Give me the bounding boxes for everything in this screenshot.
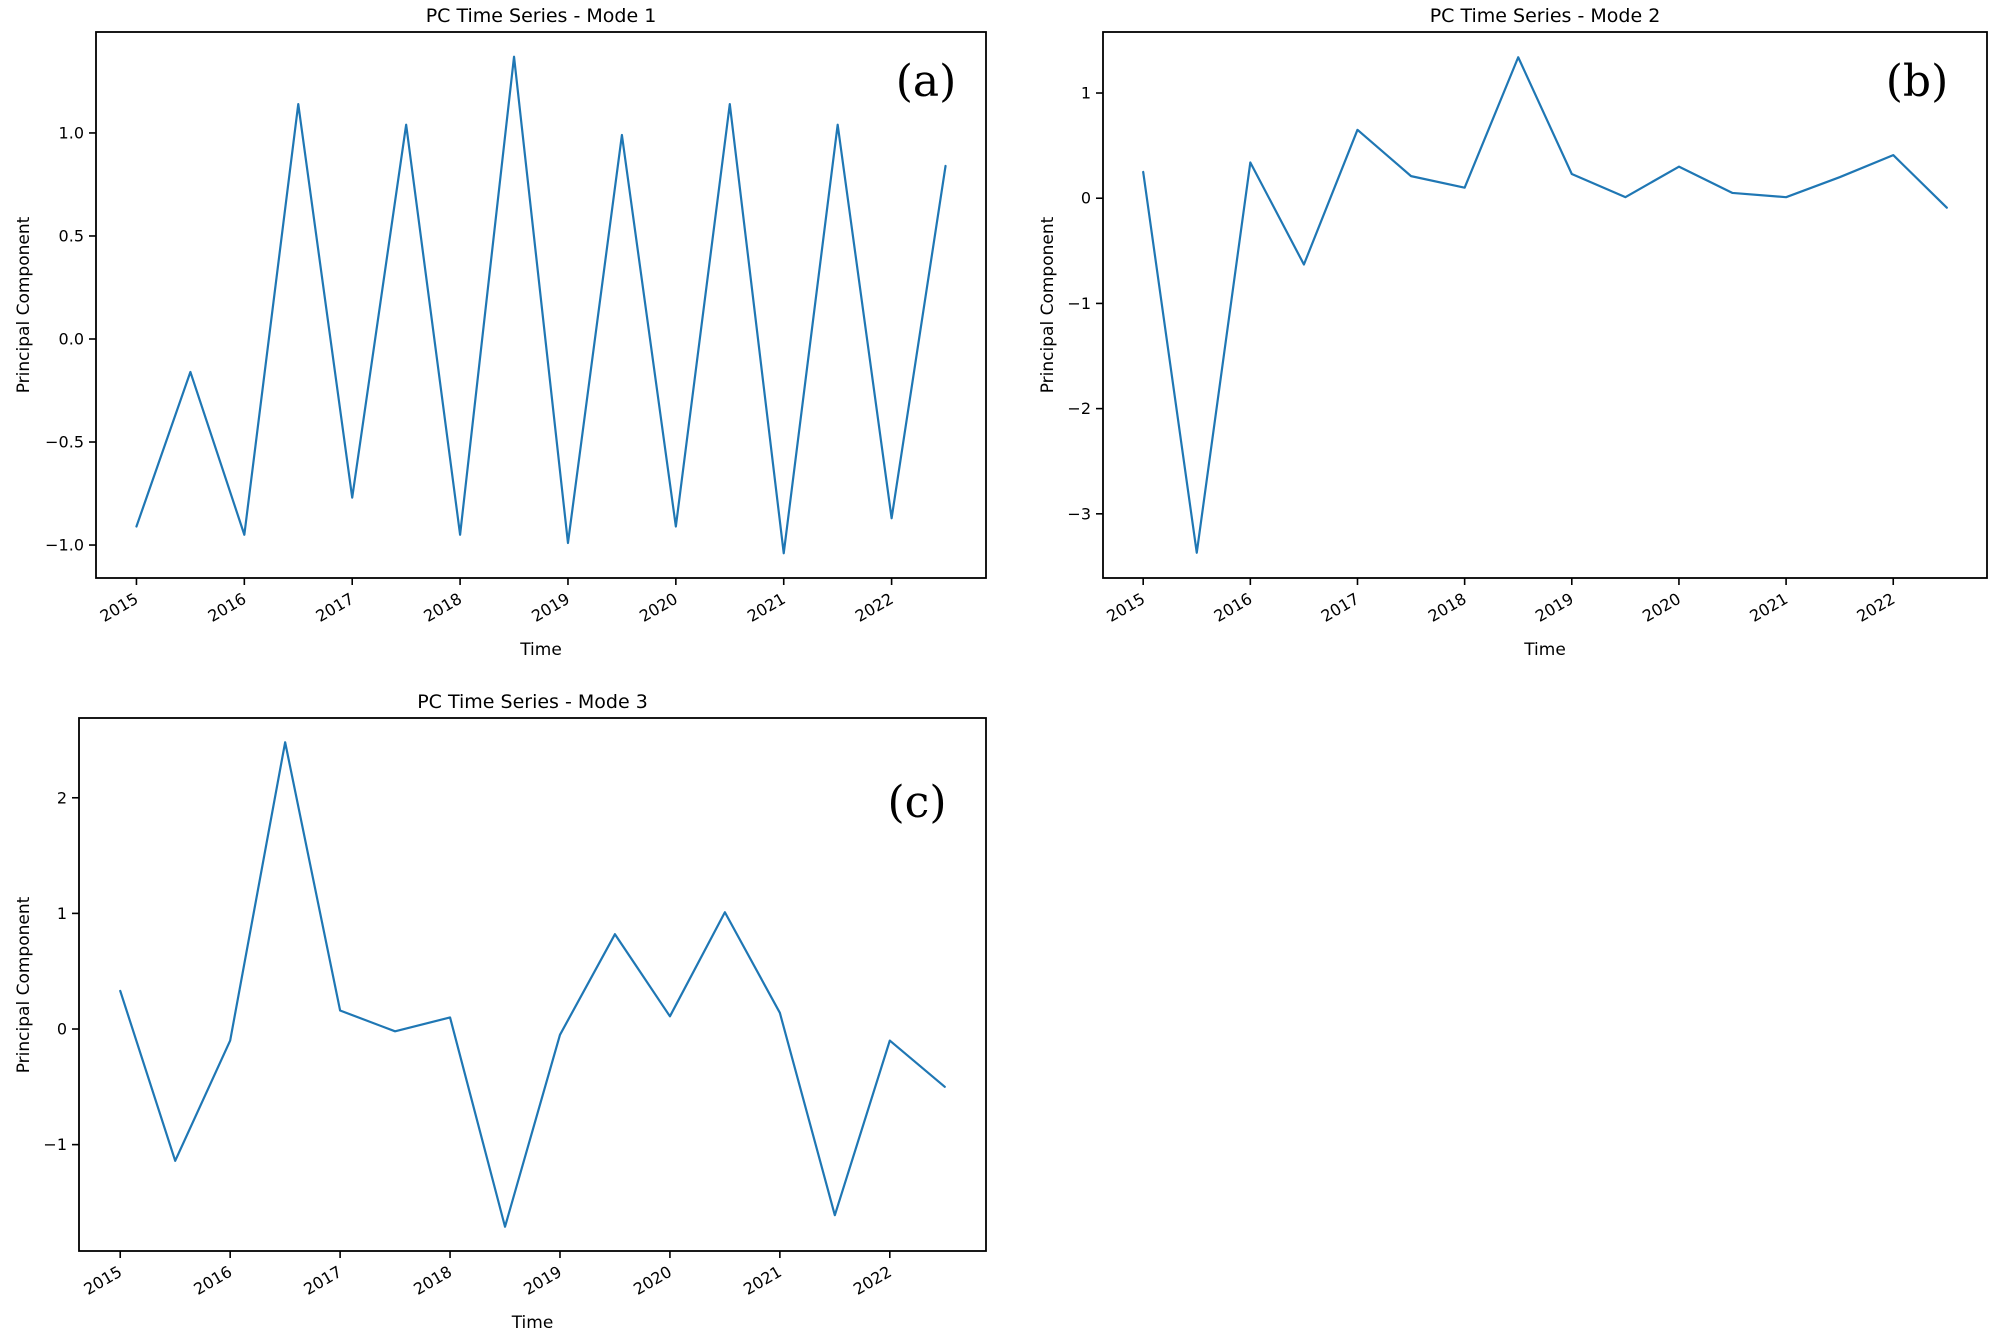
x-tick-label: 2019 [1532, 589, 1577, 626]
axes-spines [95, 31, 987, 579]
y-tick-label: −1.0 [45, 536, 84, 555]
y-tick-label: 0 [57, 1020, 67, 1039]
y-tick-label: 1 [1081, 84, 1091, 103]
x-axis-label: Time [1524, 640, 1566, 660]
axes-spines [1102, 31, 1988, 579]
x-tick-label: 2016 [205, 589, 250, 626]
series-line [1142, 56, 1948, 554]
chart-pc-mode-3: 2 1 0 −1 2015 2016 2017 2018 2019 2020 2021 2022 PC… [0, 670, 1000, 1341]
series-line [135, 55, 947, 555]
x-tick-label: 2022 [850, 1262, 895, 1299]
y-tick-label: 1.0 [59, 123, 84, 142]
x-tick-label: 2020 [630, 1262, 675, 1299]
x-axis: 2015 2016 2017 2018 2019 2020 2021 2022 [80, 1251, 895, 1299]
x-tick-label: 2018 [410, 1262, 455, 1299]
chart-title: PC Time Series - Mode 3 [417, 691, 648, 713]
y-tick-label: −3 [1067, 504, 1091, 523]
y-axis: 1.0 0.5 0.0 −0.5 −1.0 [45, 123, 96, 555]
x-tick-label: 2019 [528, 589, 573, 626]
y-tick-label: 2 [57, 788, 67, 807]
y-tick-label: −2 [1067, 399, 1091, 418]
chart-pc-mode-2: 1 0 −1 −2 −3 2015 2016 2017 2018 2019 2020 2021 2022… [1020, 0, 2000, 670]
panel-label-b: (b) [1885, 56, 1949, 107]
plot-area-mode-2: 1 0 −1 −2 −3 2015 2016 2017 2018 2019 2020 2021 2022 [1067, 31, 1988, 626]
y-axis-label: Principal Component [14, 896, 34, 1073]
x-tick-label: 2017 [312, 589, 357, 626]
panel-label-c: (c) [887, 777, 947, 828]
x-tick-label: 2020 [636, 589, 681, 626]
y-tick-label: 1 [57, 904, 67, 923]
y-axis-label: Principal Component [1038, 216, 1058, 394]
y-tick-label: −1 [43, 1135, 67, 1154]
chart-title: PC Time Series - Mode 2 [1429, 5, 1661, 27]
series-line [119, 741, 946, 1228]
chart-title: PC Time Series - Mode 1 [425, 5, 657, 27]
x-tick-label: 2018 [1425, 589, 1470, 626]
x-axis-label: Time [520, 640, 562, 660]
x-tick-label: 2015 [97, 589, 142, 626]
y-tick-label: 0 [1081, 189, 1091, 208]
y-axis-label: Principal Component [14, 216, 34, 394]
x-tick-label: 2022 [1853, 589, 1898, 626]
x-tick-label: 2017 [300, 1262, 345, 1299]
x-tick-label: 2021 [744, 589, 789, 626]
x-tick-label: 2020 [1639, 589, 1684, 626]
plot-area-mode-1: 1.0 0.5 0.0 −0.5 −1.0 2015 2016 2017 2018 2019 202… [45, 31, 987, 626]
x-axis-label: Time [511, 1313, 554, 1333]
x-tick-label: 2021 [740, 1262, 785, 1299]
chart-pc-mode-1: 1.0 0.5 0.0 −0.5 −1.0 2015 2016 2017 2018 2019 202… [0, 0, 1000, 670]
axes-spines [78, 717, 987, 1252]
x-tick-label: 2016 [190, 1262, 235, 1299]
y-tick-label: 0.0 [59, 329, 84, 348]
x-tick-label: 2018 [420, 589, 465, 626]
y-axis: 2 1 0 −1 [43, 788, 79, 1154]
y-tick-label: −1 [1067, 294, 1091, 313]
x-tick-label: 2016 [1211, 589, 1256, 626]
y-tick-label: 0.5 [59, 226, 84, 245]
plot-area-mode-3: 2 1 0 −1 2015 2016 2017 2018 2019 2020 2021 2022 [43, 717, 987, 1299]
x-tick-label: 2015 [1103, 589, 1148, 626]
x-axis: 2015 2016 2017 2018 2019 2020 2021 2022 [1103, 578, 1898, 626]
x-tick-label: 2019 [520, 1262, 565, 1299]
y-tick-label: −0.5 [45, 433, 84, 452]
x-tick-label: 2022 [852, 589, 897, 626]
x-tick-label: 2021 [1746, 589, 1791, 626]
x-tick-label: 2015 [80, 1262, 125, 1299]
x-tick-label: 2017 [1318, 589, 1363, 626]
panel-label-a: (a) [895, 56, 957, 107]
x-axis: 2015 2016 2017 2018 2019 2020 2021 2022 [97, 578, 897, 626]
y-axis: 1 0 −1 −2 −3 [1067, 84, 1103, 523]
